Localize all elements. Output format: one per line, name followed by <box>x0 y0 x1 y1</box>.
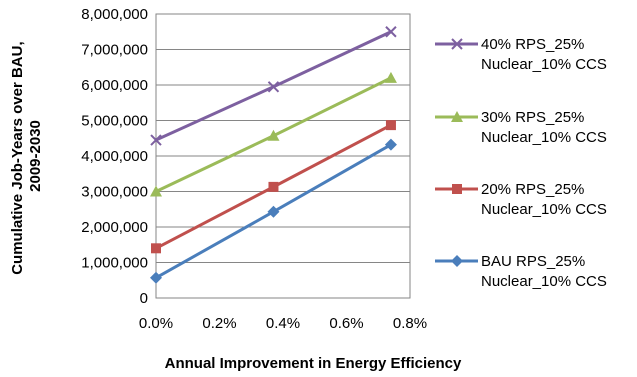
legend: 40% RPS_25% Nuclear_10% CCS 30% RPS_25% Nuc… <box>435 36 607 290</box>
data-point-diamond-marker <box>384 138 397 151</box>
x-axis-ticks: 0.0% 0.2% 0.4% 0.6% 0.8% <box>139 315 427 332</box>
x-tick-label: 0.4% <box>266 315 300 332</box>
y-axis-title-line-1: Cumulative Job-Years over BAU, <box>9 41 26 274</box>
legend-label-line-2: Nuclear_10% CCS <box>481 201 607 218</box>
series-1 <box>150 26 397 146</box>
y-tick-label: 2,000,000 <box>81 219 148 236</box>
y-tick-label: 4,000,000 <box>81 148 148 165</box>
data-point-diamond-marker <box>451 255 463 267</box>
data-point-square-marker <box>268 181 279 192</box>
data-point-x-marker <box>150 134 162 146</box>
y-tick-label: 5,000,000 <box>81 113 148 130</box>
y-tick-label: 3,000,000 <box>81 184 148 201</box>
series-group <box>150 26 397 284</box>
legend-label-line-2: Nuclear_10% CCS <box>481 273 607 290</box>
x-axis-title: Annual Improvement in Energy Efficiency <box>165 355 462 372</box>
legend-item-3: 20% RPS_25% Nuclear_10% CCS <box>435 181 607 218</box>
data-point-square-marker <box>151 243 161 254</box>
data-point-x-marker <box>451 38 463 50</box>
legend-label-line-1: 30% RPS_25% <box>481 109 584 126</box>
data-point-x-marker <box>385 26 397 38</box>
data-point-diamond-marker <box>150 271 162 284</box>
data-point-triangle-marker <box>451 111 463 122</box>
x-tick-label: 0.0% <box>139 315 173 332</box>
y-tick-label: 1,000,000 <box>81 255 148 272</box>
legend-item-2: 30% RPS_25% Nuclear_10% CCS <box>435 109 607 146</box>
data-point-triangle-marker <box>267 129 280 141</box>
series-4 <box>150 138 397 284</box>
y-axis-title-line-2: 2009-2030 <box>27 120 44 192</box>
y-tick-label: 7,000,000 <box>81 42 148 59</box>
y-tick-label: 6,000,000 <box>81 77 148 94</box>
data-point-x-marker <box>267 81 280 93</box>
series-3 <box>151 120 396 254</box>
y-axis-title: Cumulative Job-Years over BAU, 2009-2030 <box>9 37 44 275</box>
x-tick-label: 0.6% <box>329 315 363 332</box>
data-point-square-marker <box>385 120 396 131</box>
legend-label-line-2: Nuclear_10% CCS <box>481 56 607 73</box>
plot-area <box>155 13 411 299</box>
series-2 <box>150 71 397 197</box>
legend-label-line-1: 40% RPS_25% <box>481 36 584 53</box>
legend-label-line-1: 20% RPS_25% <box>481 181 584 198</box>
legend-item-1: 40% RPS_25% Nuclear_10% CCS <box>435 36 607 73</box>
data-point-square-marker <box>452 184 462 194</box>
y-tick-label: 0 <box>140 290 148 307</box>
x-tick-label: 0.2% <box>202 315 236 332</box>
x-tick-label: 0.8% <box>393 315 427 332</box>
legend-item-4: BAU RPS_25% Nuclear_10% CCS <box>435 253 607 290</box>
data-point-triangle-marker <box>150 185 162 197</box>
data-point-triangle-marker <box>384 71 397 83</box>
legend-label-line-2: Nuclear_10% CCS <box>481 129 607 146</box>
y-axis-ticks: 0 1,000,000 2,000,000 3,000,000 4,000,000 5,0… <box>81 6 148 307</box>
data-point-diamond-marker <box>267 205 280 218</box>
legend-label-line-1: BAU RPS_25% <box>481 253 585 270</box>
y-tick-label: 8,000,000 <box>81 6 148 23</box>
